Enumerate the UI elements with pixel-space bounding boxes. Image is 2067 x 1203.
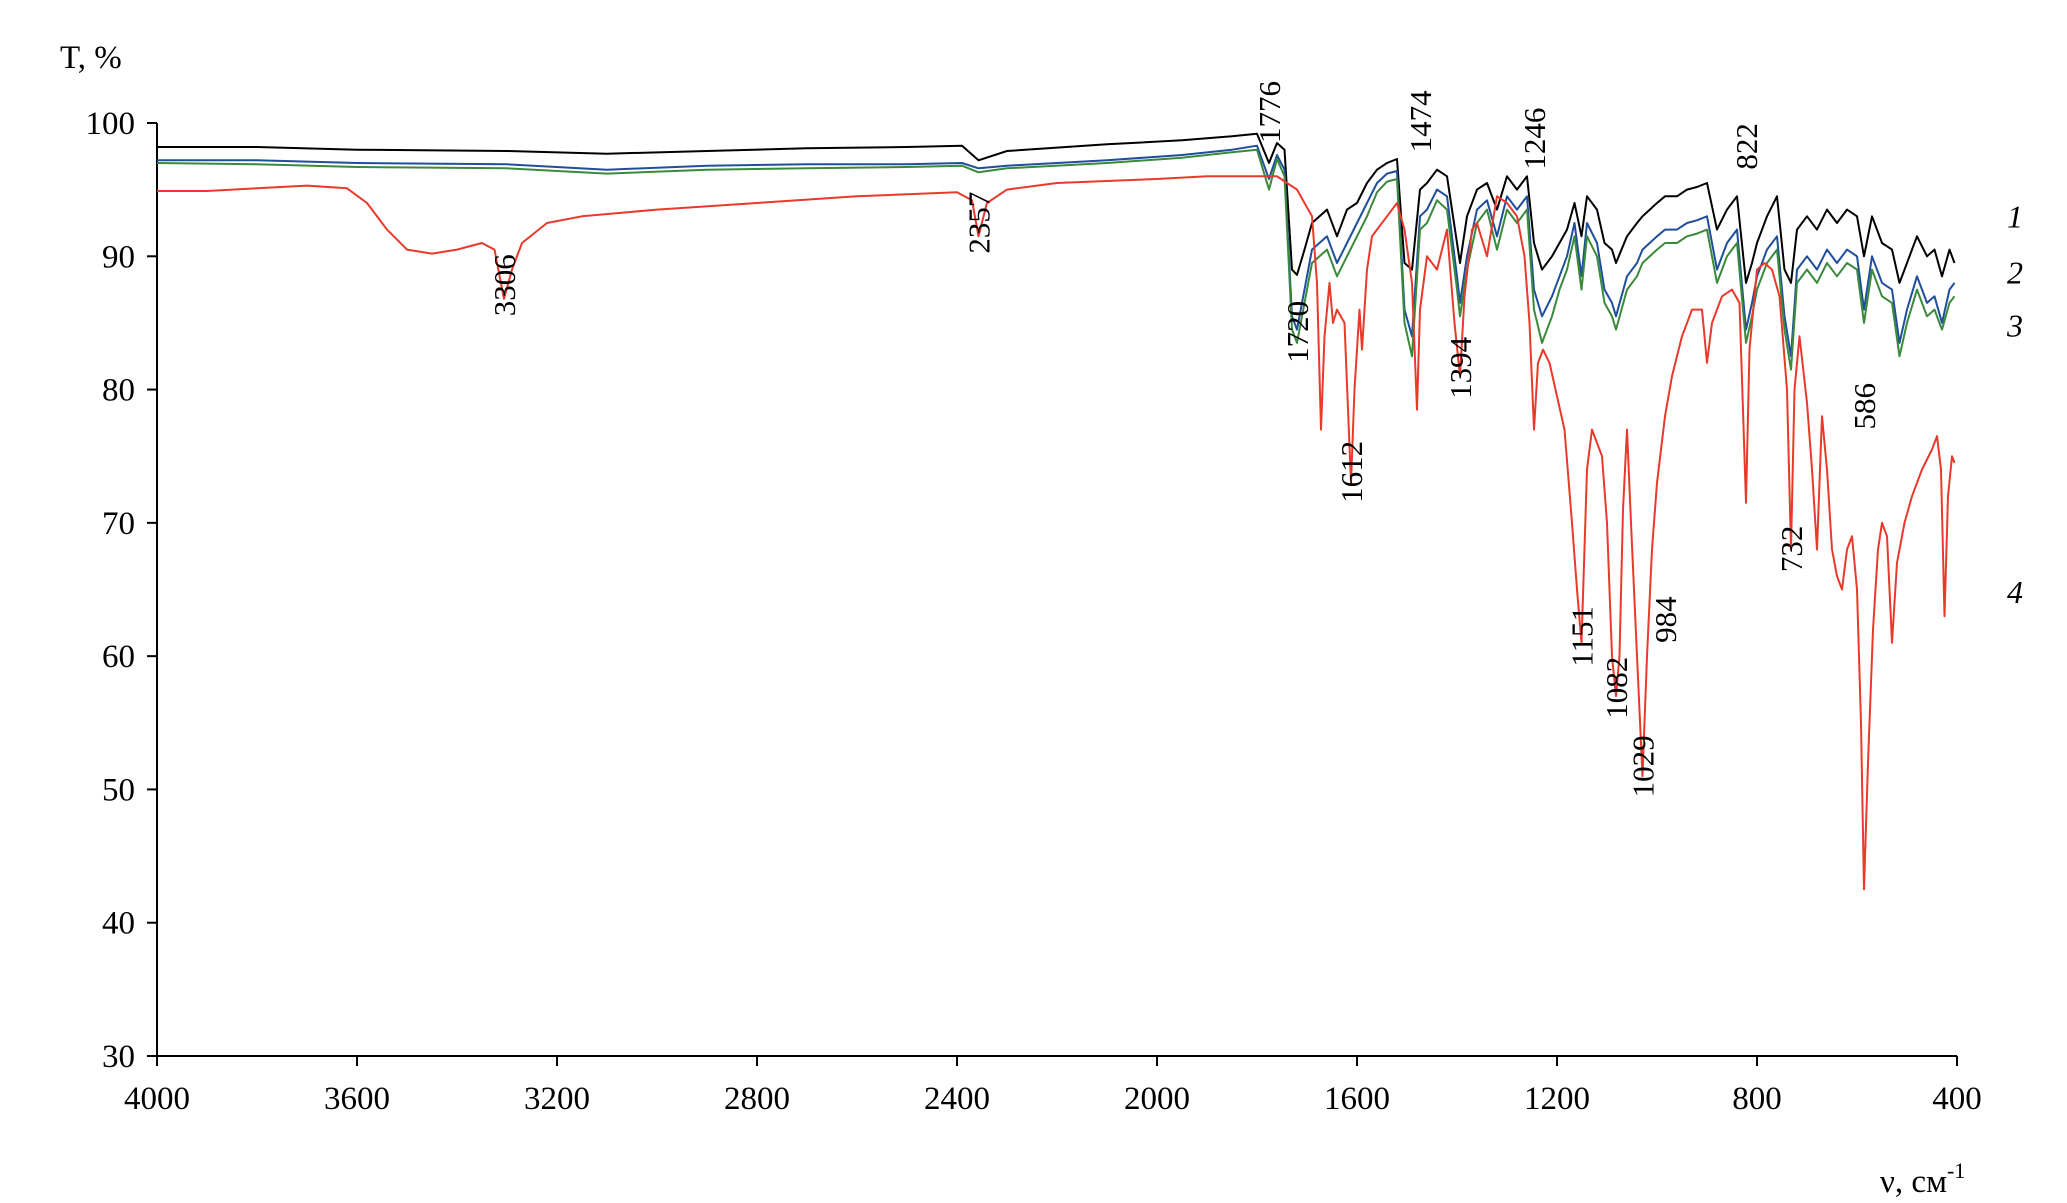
peak-label: 1029 — [1626, 735, 1661, 797]
peak-label: 3306 — [487, 254, 522, 316]
peak-label: 2357 — [962, 192, 997, 254]
x-tick-label: 4000 — [124, 1081, 190, 1117]
x-tick-label: 3600 — [324, 1081, 390, 1117]
x-tick-label: 400 — [1932, 1081, 1982, 1117]
peak-label: 1612 — [1334, 441, 1369, 503]
peak-label: 984 — [1648, 596, 1683, 643]
x-axis-title: ν, см-1 — [1880, 1158, 1965, 1200]
y-tick-label: 50 — [102, 772, 135, 808]
y-tick-label: 60 — [102, 639, 135, 675]
series-line-1 — [157, 132, 1956, 284]
peak-label: 1151 — [1565, 606, 1600, 667]
series-line-3 — [156, 148, 1956, 371]
curve-label: 4 — [2007, 574, 2023, 610]
peak-label: 822 — [1729, 123, 1764, 170]
x-axis-title-text: ν, см — [1880, 1164, 1947, 1200]
y-tick-label: 100 — [86, 106, 136, 142]
peak-label: 1776 — [1252, 81, 1287, 143]
peak-label: 1246 — [1517, 108, 1552, 170]
labels-group: 1776 1474 1246 8223306235717201612139411511… — [487, 81, 2023, 797]
y-tick-label: 80 — [102, 373, 135, 409]
x-tick-label: 800 — [1732, 1081, 1782, 1117]
y-tick-label: 40 — [102, 906, 135, 942]
x-tick-label: 1600 — [1324, 1081, 1390, 1117]
x-tick-label: 2400 — [924, 1081, 990, 1117]
x-tick-label: 1200 — [1524, 1081, 1590, 1117]
peak-label: 586 — [1847, 383, 1882, 430]
peak-label: 732 — [1774, 526, 1809, 573]
curve-label: 2 — [2007, 254, 2023, 290]
y-tick-label: 30 — [102, 1039, 135, 1075]
x-tick-label: 2800 — [724, 1081, 790, 1117]
peak-label: 1082 — [1599, 657, 1634, 719]
y-axis-title: T, % — [60, 40, 122, 76]
y-tick-label: 70 — [102, 506, 135, 542]
peak-label: 1474 — [1403, 90, 1438, 153]
peak-label: 1720 — [1280, 301, 1315, 363]
curve-label: 3 — [2006, 308, 2023, 344]
peak-label: 1394 — [1443, 336, 1478, 399]
series-line-4 — [157, 175, 1956, 891]
x-axis-title-sup: -1 — [1947, 1158, 1965, 1183]
x-tick-label: 2000 — [1124, 1081, 1190, 1117]
x-tick-label: 3200 — [524, 1081, 590, 1117]
axes: 30 40 50 60 70 80 90 100 4000 3600 3200 2800 2400 200… — [86, 106, 1982, 1117]
series-group — [156, 132, 1956, 891]
series-line-2 — [157, 144, 1956, 358]
curve-label: 1 — [2007, 198, 2023, 234]
y-tick-label: 90 — [102, 239, 135, 275]
